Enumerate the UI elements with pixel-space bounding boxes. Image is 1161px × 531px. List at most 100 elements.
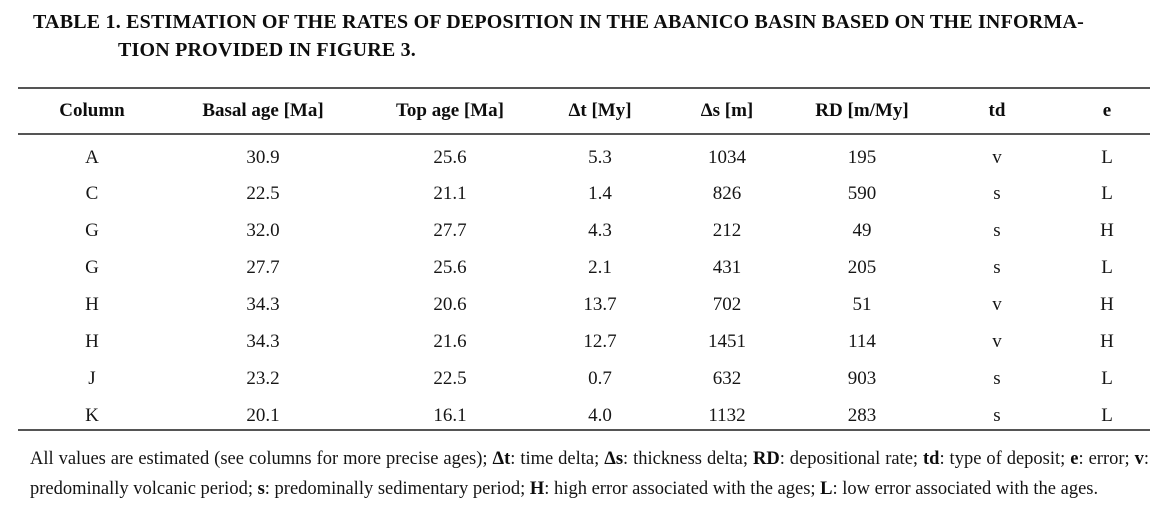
table-title-line1: TABLE 1. ESTIMATION OF THE RATES OF DEPO…: [33, 11, 1084, 33]
table-cell: 16.1: [433, 404, 467, 426]
deposition-rates-table: Column Basal age [Ma] Top age [Ma] Δt [M…: [18, 87, 1150, 431]
table-cell: 632: [712, 368, 742, 389]
table-cell: 34.3: [246, 331, 280, 352]
column-header-e: e: [1064, 88, 1150, 135]
table-cell: v: [992, 294, 1002, 315]
table-cell: 21.6: [433, 331, 467, 352]
table-cell: J: [88, 368, 96, 389]
table-cell: 30.9: [246, 146, 280, 168]
table-cell: 27.7: [246, 257, 280, 278]
column-header-column: Column: [18, 88, 166, 135]
footnote-text: : type of deposit;: [939, 449, 1071, 469]
table-cell: H: [1100, 220, 1114, 241]
table-cell: 702: [712, 294, 742, 315]
footnote-abbreviation: L: [820, 479, 833, 499]
table-cell: 826: [712, 183, 742, 204]
table-cell: 4.0: [588, 404, 612, 426]
table-cell: 25.6: [433, 257, 467, 278]
footnote-abbreviation: H: [529, 479, 545, 499]
table-cell: 903: [847, 368, 877, 389]
table-cell: K: [85, 404, 99, 426]
table-cell: L: [1101, 257, 1113, 278]
table-cell: 12.7: [583, 331, 617, 352]
table-cell: s: [993, 404, 1001, 426]
footnote-text: : predominally volcanic period;: [30, 449, 1149, 499]
table-cell: 34.3: [246, 294, 280, 315]
footnote-text: : thickness delta;: [623, 449, 753, 469]
footnote-text: : depositional rate;: [779, 449, 924, 469]
table-cell: v: [992, 331, 1002, 352]
table-cell: 20.1: [246, 404, 280, 426]
table-cell: H: [85, 294, 99, 315]
footnote-text: : time delta;: [510, 449, 605, 469]
paper-table-page: TABLE 1. ESTIMATION OF THE RATES OF DEPO…: [0, 8, 1161, 531]
table-row: K 20.1 16.1 4.0 1132 283 s L: [18, 393, 1150, 430]
table-cell: L: [1101, 368, 1113, 389]
column-header-td: td: [930, 88, 1064, 135]
table-row: G 27.7 25.6 2.1 431 205 s L: [18, 245, 1150, 282]
footnote-abbreviation: s: [257, 479, 265, 499]
table-cell: s: [993, 257, 1001, 278]
table-cell: 0.7: [588, 368, 612, 389]
table-cell: H: [85, 331, 99, 352]
footnote-abbreviation: Δs: [604, 449, 624, 469]
footnote-abbreviation: v: [1134, 449, 1144, 469]
table-cell: 21.1: [433, 183, 467, 204]
column-header-delta-s: Δs [m]: [660, 88, 794, 135]
table-cell: 590: [847, 183, 877, 204]
table-header: Column Basal age [Ma] Top age [Ma] Δt [M…: [18, 88, 1150, 135]
table-row: H 34.3 21.6 12.7 1451 114 v H: [18, 319, 1150, 356]
table-cell: C: [85, 183, 99, 204]
table-cell: 431: [712, 257, 742, 278]
footnote-text: : predominally sedimentary period;: [264, 479, 530, 499]
table-cell: 212: [712, 220, 742, 241]
table-cell: L: [1101, 146, 1113, 168]
table-row: A 30.9 25.6 5.3 1034 195 v L: [18, 134, 1150, 171]
table-cell: L: [1101, 404, 1113, 426]
table-cell: 1451: [708, 331, 746, 352]
table-cell: 2.1: [588, 257, 612, 278]
table-cell: s: [993, 368, 1001, 389]
footnote-abbreviation: e: [1070, 449, 1079, 469]
table-cell: s: [993, 183, 1001, 204]
table-cell: 23.2: [246, 368, 280, 389]
table-cell: 49: [852, 220, 872, 241]
table-cell: 51: [852, 294, 872, 315]
table-body: A 30.9 25.6 5.3 1034 195 v L C 22.5 21.1 1.4 826 590 s…: [18, 134, 1150, 430]
table-cell: H: [1100, 294, 1114, 315]
table-cell: 114: [848, 331, 876, 352]
table-cell: 195: [847, 146, 877, 168]
table-cell: 283: [847, 404, 877, 426]
footnote-text: : high error associated with the ages;: [544, 479, 821, 499]
table-cell: G: [85, 257, 99, 278]
table-title: TABLE 1. ESTIMATION OF THE RATES OF DEPO…: [33, 8, 1161, 64]
column-header-rd: RD [m/My]: [794, 88, 930, 135]
column-header-delta-t: Δt [My]: [540, 88, 660, 135]
table-cell: A: [85, 146, 99, 168]
table-title-line2: TION PROVIDED IN FIGURE 3.: [118, 39, 417, 61]
table-cell: 5.3: [588, 146, 612, 168]
footnote-abbreviation: RD: [752, 449, 780, 469]
footnote-text: All values are estimated (see columns fo…: [30, 449, 493, 469]
table-cell: 1.4: [588, 183, 612, 204]
column-header-top-age: Top age [Ma]: [360, 88, 540, 135]
header-row: Column Basal age [Ma] Top age [Ma] Δt [M…: [18, 88, 1150, 135]
table-cell: 13.7: [583, 294, 617, 315]
table-cell: 27.7: [433, 220, 467, 241]
table-cell: H: [1100, 331, 1114, 352]
table-cell: 25.6: [433, 146, 467, 168]
table-cell: 1034: [708, 146, 746, 168]
footnote-abbreviation: Δt: [492, 449, 511, 469]
column-header-basal-age: Basal age [Ma]: [166, 88, 360, 135]
table-cell: 32.0: [246, 220, 280, 241]
footnote-text: : low error associated with the ages.: [832, 479, 1099, 499]
table-cell: 22.5: [246, 183, 280, 204]
table-cell: 1132: [708, 404, 746, 426]
table-row: C 22.5 21.1 1.4 826 590 s L: [18, 171, 1150, 208]
table-row: H 34.3 20.6 13.7 702 51 v H: [18, 282, 1150, 319]
footnote-text: : error;: [1078, 449, 1135, 469]
table-cell: 20.6: [433, 294, 467, 315]
table-cell: v: [992, 146, 1002, 168]
table-row: J 23.2 22.5 0.7 632 903 s L: [18, 356, 1150, 393]
table-cell: s: [993, 220, 1001, 241]
